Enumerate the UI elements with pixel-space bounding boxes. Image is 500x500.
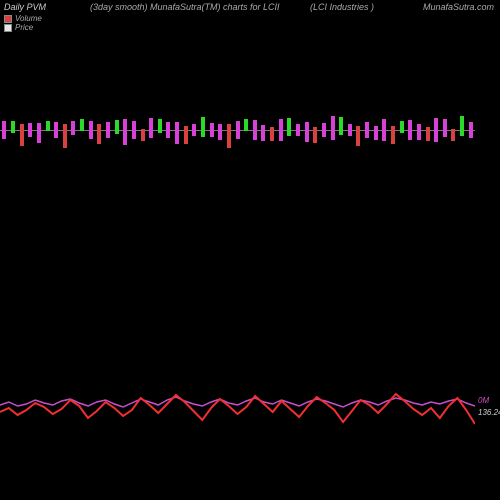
bar — [391, 126, 395, 144]
bar — [305, 122, 309, 142]
bar — [348, 124, 352, 136]
bar — [20, 124, 24, 146]
legend-price: Price — [4, 23, 42, 32]
bar — [184, 126, 188, 144]
price-volume-line-chart — [0, 370, 475, 440]
title-left: Daily PVM — [4, 2, 46, 12]
bar — [2, 121, 6, 139]
title-site: MunafaSutra.com — [423, 2, 494, 12]
legend-volume: Volume — [4, 14, 42, 23]
line-path — [0, 394, 475, 424]
bar — [158, 119, 162, 133]
bar — [227, 124, 231, 148]
bar — [382, 119, 386, 141]
bar — [132, 121, 136, 139]
bar — [236, 121, 240, 139]
bar — [71, 121, 75, 135]
chart-header: Daily PVM (3day smooth) MunafaSutra(TM) … — [0, 2, 500, 32]
bar — [322, 123, 326, 137]
bar — [28, 123, 32, 137]
legend-price-label: Price — [15, 23, 33, 32]
bar — [63, 124, 67, 148]
bar — [331, 116, 335, 140]
volume-swatch — [4, 15, 12, 23]
bar — [296, 124, 300, 136]
bar — [253, 120, 257, 140]
bar — [460, 116, 464, 136]
bar — [166, 122, 170, 138]
bar — [218, 124, 222, 140]
bar — [201, 117, 205, 137]
bar — [261, 125, 265, 141]
bar — [210, 123, 214, 137]
bar — [287, 118, 291, 136]
bar — [313, 127, 317, 143]
bar — [11, 121, 15, 133]
bar — [46, 121, 50, 131]
bar — [192, 124, 196, 136]
line-path — [0, 397, 475, 407]
line-svg — [0, 370, 475, 440]
bar — [408, 120, 412, 140]
bar — [270, 127, 274, 141]
bar — [469, 122, 473, 138]
bar — [374, 126, 378, 140]
bar — [123, 119, 127, 145]
bar — [434, 118, 438, 142]
bar — [89, 121, 93, 139]
bar — [97, 124, 101, 144]
bar — [365, 122, 369, 138]
bar — [426, 127, 430, 141]
bar — [141, 129, 145, 141]
legend-volume-label: Volume — [15, 14, 42, 23]
bar — [244, 119, 248, 131]
label-price-end: 136.24 — [478, 408, 500, 417]
bar — [417, 124, 421, 140]
bar — [451, 129, 455, 141]
bar — [339, 117, 343, 135]
bar — [400, 121, 404, 133]
bar — [80, 119, 84, 131]
bar — [115, 120, 119, 134]
bar — [175, 122, 179, 144]
price-swatch — [4, 24, 12, 32]
bar — [443, 119, 447, 137]
bar — [279, 119, 283, 141]
bar — [356, 126, 360, 146]
title-right: (LCI Industries ) — [310, 2, 374, 12]
bar — [106, 122, 110, 138]
title-center: (3day smooth) MunafaSutra(TM) charts for… — [90, 2, 280, 12]
pvm-bar-chart — [0, 100, 475, 160]
bar — [37, 123, 41, 143]
legend: Volume Price — [4, 14, 42, 32]
bar — [54, 122, 58, 138]
bar — [149, 118, 153, 138]
label-0m: 0M — [478, 396, 489, 405]
